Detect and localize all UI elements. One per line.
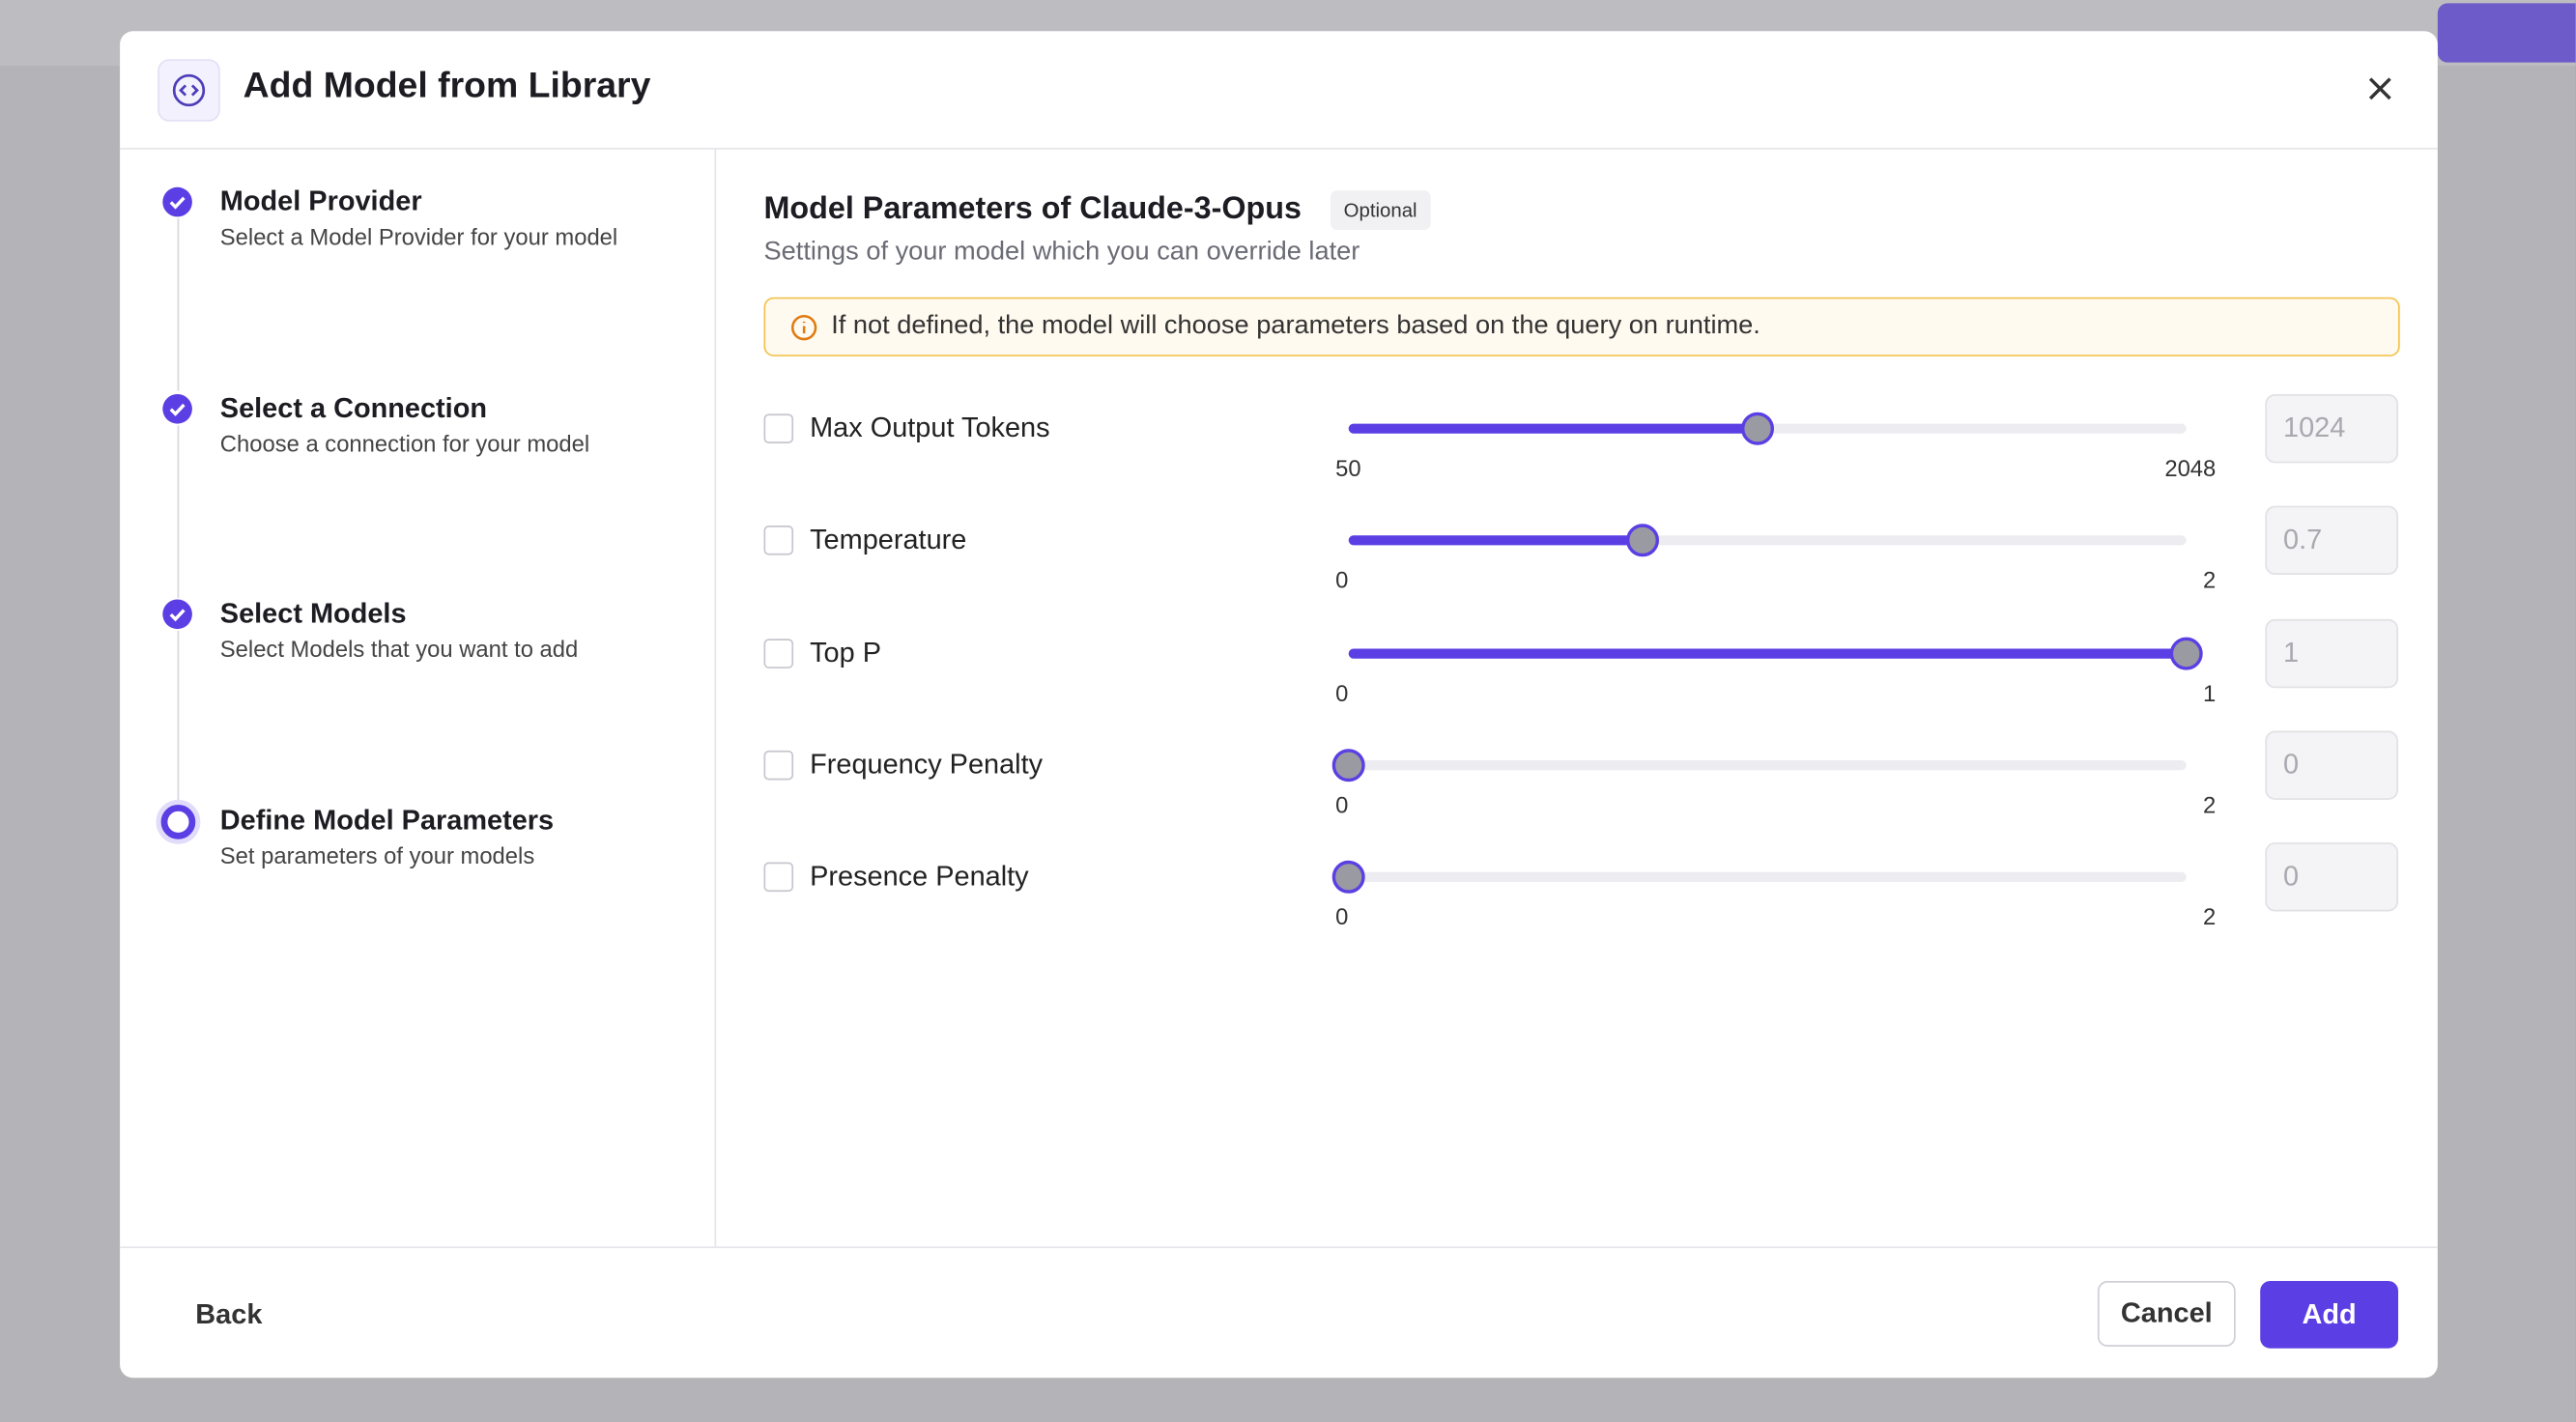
slider-min-label: 0 (1335, 567, 1349, 594)
checkbox[interactable] (763, 638, 794, 668)
slider-track[interactable] (1348, 872, 2187, 883)
slider-min-label: 0 (1335, 903, 1349, 930)
checkbox[interactable] (763, 750, 794, 781)
backdrop-button (2437, 3, 2576, 63)
slider-thumb[interactable] (1625, 524, 1659, 557)
step-connector (176, 424, 179, 597)
dialog-title: Add Model from Library (243, 64, 651, 105)
step-indicator-done (162, 393, 192, 423)
close-button[interactable] (2367, 75, 2393, 101)
slider-min-label: 50 (1335, 454, 1361, 482)
check-icon (169, 609, 186, 622)
parameter-label: Presence Penalty (810, 861, 1029, 893)
step-indicator-done (162, 186, 192, 217)
dialog: Add Model from Library Model Parameters … (120, 31, 2438, 1379)
parameter-label: Max Output Tokens (810, 412, 1050, 443)
parameter-label: Temperature (810, 524, 967, 556)
back-button[interactable]: Back (195, 1298, 263, 1330)
step-connector (176, 630, 179, 804)
step-indicator-current (160, 804, 196, 839)
alert-text: If not defined, the model will choose pa… (831, 312, 1760, 340)
cancel-button[interactable]: Cancel (2097, 1281, 2236, 1347)
add-button[interactable]: Add (2260, 1281, 2398, 1349)
section-title: Model Parameters of Claude-3-Opus (763, 191, 1302, 227)
step-description: Set parameters of your models (219, 841, 535, 868)
value-input[interactable]: 1 (2265, 618, 2398, 688)
divider (120, 148, 2438, 150)
slider-min-label: 0 (1335, 791, 1349, 818)
divider (120, 1246, 2438, 1248)
icon (172, 73, 206, 107)
value-input[interactable]: 0 (2265, 842, 2398, 912)
divider (714, 148, 717, 1247)
check-icon (169, 403, 186, 415)
checkbox[interactable] (763, 413, 794, 443)
step-connector (176, 218, 179, 391)
alert: If not defined, the model will choose pa… (763, 297, 2400, 356)
slider-track[interactable] (1348, 535, 2187, 546)
slider-max-label: 2048 (2164, 454, 2217, 482)
step-title: Model Provider (219, 185, 422, 217)
step-indicator-done (162, 599, 192, 630)
slider-thumb[interactable] (1740, 412, 1774, 445)
slider-max-label: 2 (2203, 567, 2217, 594)
step-description: Select a Model Provider for your model (219, 223, 618, 250)
slider-fill (1348, 423, 1758, 434)
dialog-icon (157, 59, 220, 122)
step-title: Define Model Parameters (219, 804, 555, 836)
slider-fill (1348, 647, 2187, 659)
slider-fill (1348, 535, 1643, 546)
value-input[interactable]: 1024 (2265, 394, 2398, 464)
section-subtitle: Settings of your model which you can ove… (763, 238, 1360, 267)
checkbox[interactable] (763, 526, 794, 556)
slider-min-label: 0 (1335, 679, 1349, 706)
check-icon (169, 196, 186, 210)
step-description: Choose a connection for your model (219, 429, 590, 456)
value-input[interactable]: 0 (2265, 730, 2398, 800)
step-title: Select a Connection (219, 391, 488, 423)
checkbox[interactable] (763, 862, 794, 893)
slider-max-label: 2 (2203, 791, 2217, 818)
value-input[interactable]: 0.7 (2265, 506, 2398, 576)
slider-thumb[interactable] (1331, 861, 1365, 895)
step-title: Select Models (219, 597, 407, 630)
step-description: Select Models that you want to add (219, 635, 579, 663)
parameter-label: Top P (810, 636, 882, 668)
info-icon (790, 314, 817, 341)
badge: Optional (1331, 190, 1431, 230)
slider-max-label: 1 (2203, 679, 2217, 706)
parameter-label: Frequency Penalty (810, 749, 1044, 781)
slider-thumb[interactable] (1331, 749, 1365, 782)
slider-max-label: 2 (2203, 903, 2217, 930)
slider-thumb[interactable] (2169, 636, 2203, 669)
slider-track[interactable] (1348, 759, 2187, 771)
